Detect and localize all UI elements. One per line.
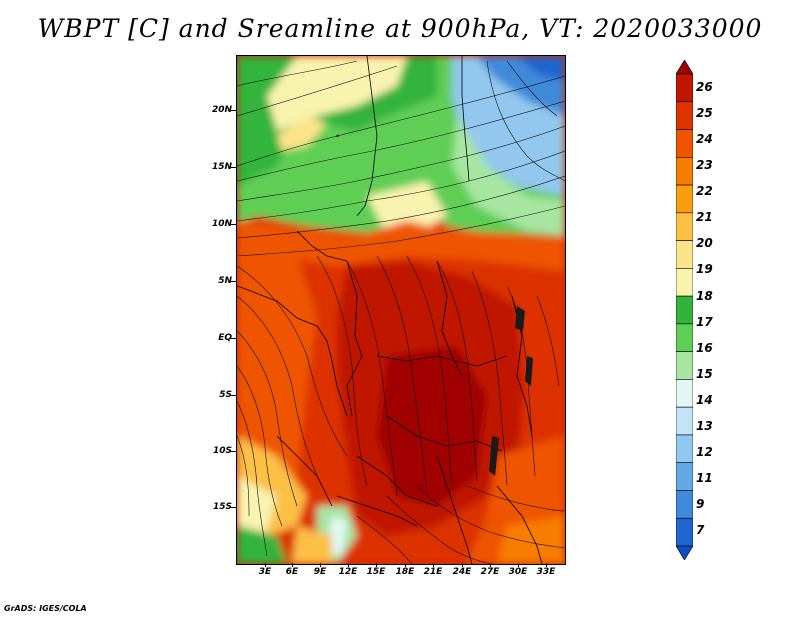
lat-label: 10N bbox=[211, 219, 232, 229]
colorbar-segment bbox=[676, 323, 693, 352]
lon-tick bbox=[320, 563, 321, 567]
colorbar-segment bbox=[676, 490, 693, 519]
lat-tick bbox=[231, 110, 236, 111]
lon-tick bbox=[490, 563, 491, 567]
lat-tick bbox=[231, 451, 236, 452]
colorbar-label: 16 bbox=[696, 341, 713, 355]
colorbar-label: 21 bbox=[696, 210, 713, 224]
lon-tick bbox=[405, 563, 406, 567]
lat-label: 20N bbox=[211, 105, 232, 115]
lat-label: EQ bbox=[218, 333, 232, 343]
colorbar-label: 23 bbox=[696, 158, 713, 172]
lat-tick bbox=[231, 507, 236, 508]
colorbar bbox=[676, 60, 693, 560]
lon-label: 33E bbox=[536, 567, 556, 577]
lon-tick bbox=[433, 563, 434, 567]
colorbar-segment bbox=[676, 240, 693, 269]
colorbar-segment bbox=[676, 60, 693, 75]
colorbar-label: 13 bbox=[696, 419, 713, 433]
colorbar-segment bbox=[676, 379, 693, 408]
colorbar-segment bbox=[676, 295, 693, 325]
colorbar-segment bbox=[676, 517, 693, 547]
colorbar-label: 22 bbox=[696, 184, 713, 198]
map-title: WBPT [C] and Sreamline at 900hPa, VT: 20… bbox=[37, 14, 763, 43]
lat-tick bbox=[231, 167, 236, 168]
colorbar-segment bbox=[676, 462, 693, 491]
colorbar-label: 9 bbox=[696, 497, 705, 511]
colorbar-segment bbox=[676, 156, 693, 186]
lat-tick bbox=[231, 338, 236, 339]
lat-label: 15S bbox=[212, 502, 232, 512]
lon-tick bbox=[546, 563, 547, 567]
lon-tick bbox=[348, 563, 349, 567]
lon-label: 15E bbox=[366, 567, 386, 577]
colorbar-label: 12 bbox=[696, 445, 713, 459]
temperature-shading bbox=[237, 56, 565, 564]
map-panel bbox=[236, 55, 566, 565]
lon-label: 21E bbox=[423, 567, 443, 577]
colorbar-segment bbox=[676, 545, 693, 560]
colorbar-label: 26 bbox=[696, 80, 713, 94]
colorbar-segment bbox=[676, 129, 693, 158]
colorbar-label: 11 bbox=[696, 471, 713, 485]
colorbar-label: 14 bbox=[696, 393, 713, 407]
colorbar-label: 18 bbox=[696, 289, 713, 303]
lon-label: 30E bbox=[508, 567, 528, 577]
colorbar-segment bbox=[676, 406, 693, 436]
country-borders bbox=[237, 56, 543, 564]
colorbar-segment bbox=[676, 184, 693, 214]
lon-label: 3E bbox=[258, 567, 272, 577]
lat-tick bbox=[231, 224, 236, 225]
colorbar-segment bbox=[676, 73, 693, 103]
colorbar-label: 15 bbox=[696, 367, 713, 381]
lake-outlines bbox=[489, 306, 533, 476]
streamlines bbox=[237, 60, 565, 564]
colorbar-label: 17 bbox=[696, 315, 713, 329]
colorbar-segment bbox=[676, 268, 693, 297]
lon-tick bbox=[292, 563, 293, 567]
lon-tick bbox=[462, 563, 463, 567]
lat-label: 10S bbox=[212, 446, 232, 456]
wbpt-field-map bbox=[237, 56, 565, 564]
colorbar-label: 25 bbox=[696, 106, 713, 120]
lon-label: 27E bbox=[480, 567, 500, 577]
lon-label: 9E bbox=[313, 567, 327, 577]
colorbar-segment bbox=[676, 212, 693, 241]
lat-label: 5N bbox=[218, 276, 232, 286]
lon-label: 18E bbox=[395, 567, 415, 577]
colorbar-label: 24 bbox=[696, 132, 713, 146]
lat-tick bbox=[231, 395, 236, 396]
lon-tick bbox=[376, 563, 377, 567]
colorbar-label: 7 bbox=[696, 523, 705, 537]
colorbar-segment bbox=[676, 434, 693, 464]
lat-label: 15N bbox=[211, 162, 232, 172]
lon-label: 12E bbox=[338, 567, 358, 577]
lon-label: 24E bbox=[452, 567, 472, 577]
lon-label: 6E bbox=[285, 567, 299, 577]
lon-tick bbox=[265, 563, 266, 567]
colorbar-segment bbox=[676, 101, 693, 130]
colorbar-label: 20 bbox=[696, 236, 713, 250]
colorbar-segment bbox=[676, 351, 693, 380]
colorbar-label: 19 bbox=[696, 262, 713, 276]
lon-tick bbox=[518, 563, 519, 567]
lat-tick bbox=[231, 281, 236, 282]
grads-credit: GrADS: IGES/COLA bbox=[4, 604, 87, 613]
lat-label: 5S bbox=[219, 390, 232, 400]
